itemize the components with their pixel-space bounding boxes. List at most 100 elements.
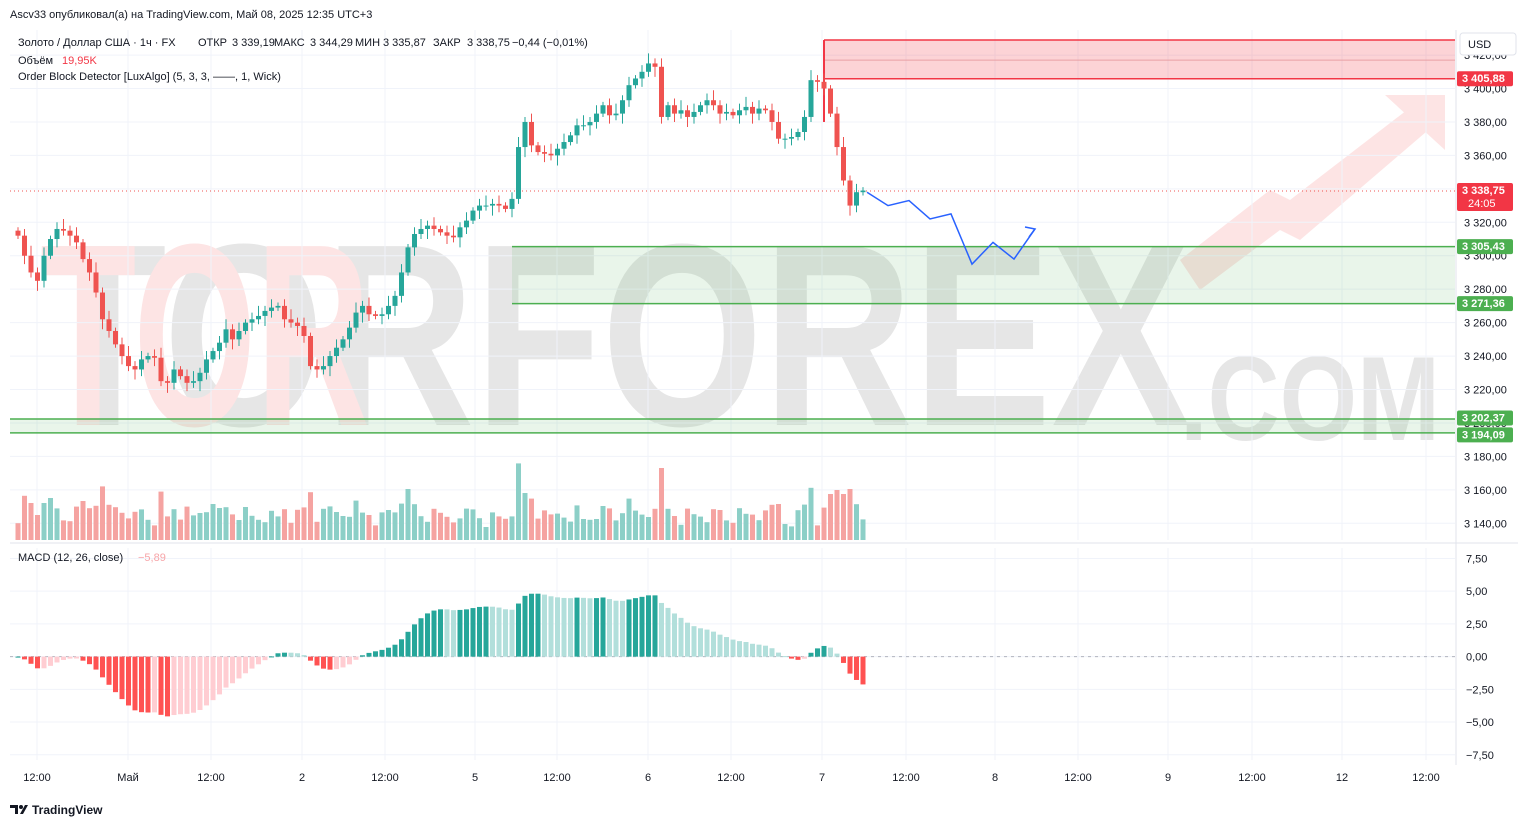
time-tick: 12:00: [1238, 772, 1266, 784]
time-tick: 12:00: [1412, 772, 1440, 784]
indicator-line[interactable]: Order Block Detector [LuxAlgo] (5, 3, 3,…: [18, 71, 281, 83]
candle-body: [652, 63, 658, 67]
macd-bar: [236, 656, 242, 679]
volume-bar: [100, 486, 105, 540]
macd-bar: [795, 656, 801, 660]
candle-body: [74, 235, 79, 243]
candle-body: [106, 319, 112, 331]
macd-bar: [418, 618, 424, 657]
candle-body: [321, 366, 326, 370]
macd-bar: [171, 656, 177, 716]
volume-bar: [386, 510, 391, 540]
candle-body: [386, 305, 391, 315]
candlestick-series: [15, 53, 866, 393]
macd-bar: [308, 656, 313, 661]
candle-body: [197, 372, 203, 382]
volume-bar: [132, 511, 138, 540]
macd-bar: [327, 656, 333, 670]
candle-body: [743, 106, 749, 111]
price-badge-label: 3 338,75: [1462, 185, 1505, 197]
macd-bar: [379, 649, 385, 657]
candle-body: [451, 235, 456, 238]
macd-bar: [496, 607, 502, 657]
volume-bar: [451, 522, 456, 540]
candle-body: [275, 305, 281, 308]
macd-bar: [145, 656, 151, 713]
macd-bar: [555, 597, 560, 657]
volume-bar: [399, 503, 404, 540]
volume-bar: [574, 505, 580, 540]
price-tick: 3 140,00: [1464, 518, 1507, 530]
macd-bar: [61, 656, 66, 660]
candle-body: [633, 78, 638, 86]
volume-bar: [54, 508, 60, 540]
candle-body: [438, 228, 443, 233]
macd-bar: [353, 656, 359, 660]
candle-body: [457, 227, 463, 238]
candle-body: [158, 357, 164, 382]
volume-bar: [35, 515, 40, 540]
macd-bar: [711, 631, 716, 657]
macd-bar: [321, 656, 326, 669]
volume-bar: [522, 493, 528, 540]
candle-body: [568, 135, 573, 143]
candle-body: [522, 121, 528, 148]
candle-body: [516, 147, 521, 199]
currency-button[interactable]: [1459, 32, 1517, 56]
volume-bar: [308, 492, 313, 540]
time-tick: 12:00: [371, 772, 399, 784]
candle-body: [314, 366, 320, 370]
candle-body: [399, 272, 404, 296]
macd-title[interactable]: MACD (12, 26, close): [18, 552, 123, 564]
candle-body: [223, 329, 229, 343]
macd-bar: [607, 599, 612, 657]
time-tick: 8: [992, 772, 998, 784]
watermark-text-red: TOR: [40, 191, 370, 481]
candle-body: [152, 356, 157, 358]
candle-body: [28, 255, 34, 273]
candle-body: [269, 307, 274, 311]
macd-bar: [184, 656, 190, 714]
watermark-suffix: .COM: [1180, 332, 1440, 466]
volume-bar: [672, 516, 677, 540]
macd-bar: [106, 656, 112, 685]
candle-body: [678, 110, 684, 114]
high-label: МАКС: [274, 37, 305, 49]
supply-zone: [824, 40, 1455, 79]
candle-body: [535, 145, 541, 153]
candle-body: [15, 230, 21, 236]
change-value: −0,44 (−0,01%): [512, 37, 588, 49]
volume-bar: [321, 508, 326, 540]
candle-body: [860, 190, 866, 193]
volume-bar: [80, 501, 86, 540]
macd-bar: [808, 652, 814, 657]
countdown-label: 24:05: [1468, 198, 1496, 210]
macd-bar: [48, 656, 53, 666]
macd-bar: [769, 648, 775, 657]
symbol-line[interactable]: Золото / Доллар США · 1ч · FX: [18, 37, 176, 49]
macd-bar: [223, 656, 229, 688]
macd-bar: [828, 647, 833, 657]
volume-bar: [561, 517, 567, 540]
candle-body: [165, 381, 170, 383]
volume-bar: [607, 508, 612, 540]
volume-bar: [587, 519, 593, 540]
volume-bar: [808, 487, 814, 540]
volume-bar: [483, 527, 489, 540]
macd-bar: [633, 598, 638, 657]
macd-bar: [490, 606, 495, 657]
volume-label[interactable]: Объём: [18, 55, 53, 67]
time-tick: 12:00: [197, 772, 225, 784]
volume-bar: [704, 522, 710, 540]
candle-body: [204, 359, 209, 373]
volume-bar: [756, 520, 762, 540]
macd-tick: 7,50: [1466, 553, 1487, 565]
macd-bar: [295, 653, 300, 657]
candle-body: [607, 105, 612, 116]
macd-bar: [698, 628, 703, 657]
volume-bar: [392, 512, 398, 540]
candle-body: [626, 85, 632, 101]
macd-bar: [672, 613, 677, 657]
time-tick: 12:00: [892, 772, 920, 784]
